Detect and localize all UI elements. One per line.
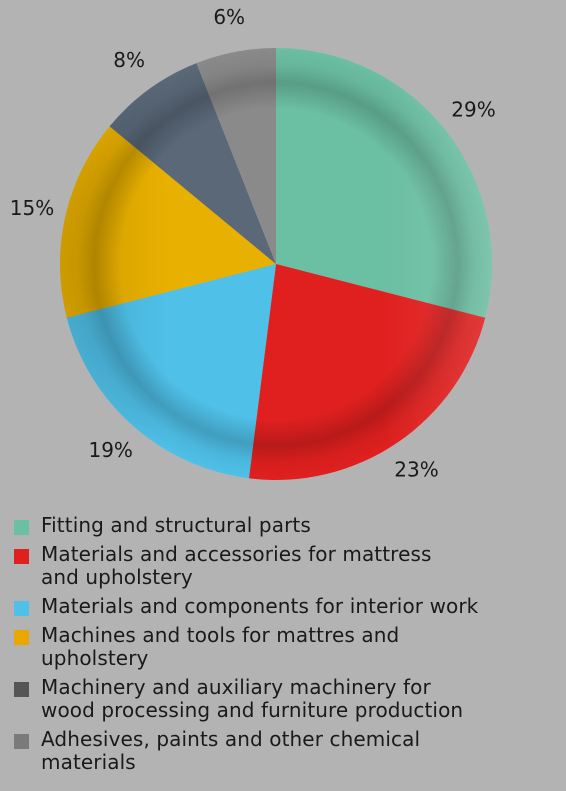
slice-value-label: 6% (213, 5, 245, 29)
chart-legend: Fitting and structural parts Materials a… (14, 514, 562, 780)
pie-side-shading (60, 48, 492, 480)
slice-value-label: 29% (451, 97, 495, 121)
legend-swatch (14, 601, 29, 616)
legend-item: Machines and tools for mattres and uphols… (14, 624, 562, 670)
legend-swatch (14, 520, 29, 535)
pie-labels: 29% 23% 19% 15% 8% 6% (10, 5, 496, 481)
legend-item: Adhesives, paints and other chemical mate… (14, 728, 562, 774)
slice-value-label: 23% (394, 457, 438, 481)
legend-label: Machines and tools for mattres and uphols… (41, 623, 400, 670)
legend-swatch (14, 734, 29, 749)
legend-item: Materials and accessories for mattress an… (14, 543, 562, 589)
legend-swatch (14, 682, 29, 697)
slice-value-label: 19% (88, 438, 132, 462)
legend-label: Materials and accessories for mattress an… (41, 542, 432, 589)
legend-item: Materials and components for interior wo… (14, 595, 562, 618)
legend-swatch (14, 549, 29, 564)
legend-label: Materials and components for interior wo… (41, 594, 479, 618)
legend-swatch (14, 630, 29, 645)
legend-label: Machinery and auxiliary machinery for woo… (41, 675, 464, 722)
pie-chart: 29% 23% 19% 15% 8% 6% (10, 5, 496, 481)
legend-label: Fitting and structural parts (41, 513, 311, 537)
legend-item: Machinery and auxiliary machinery for woo… (14, 676, 562, 722)
slice-value-label: 15% (10, 196, 54, 220)
legend-item: Fitting and structural parts (14, 514, 562, 537)
slice-value-label: 8% (113, 48, 145, 72)
legend-label: Adhesives, paints and other chemical mate… (41, 727, 421, 774)
